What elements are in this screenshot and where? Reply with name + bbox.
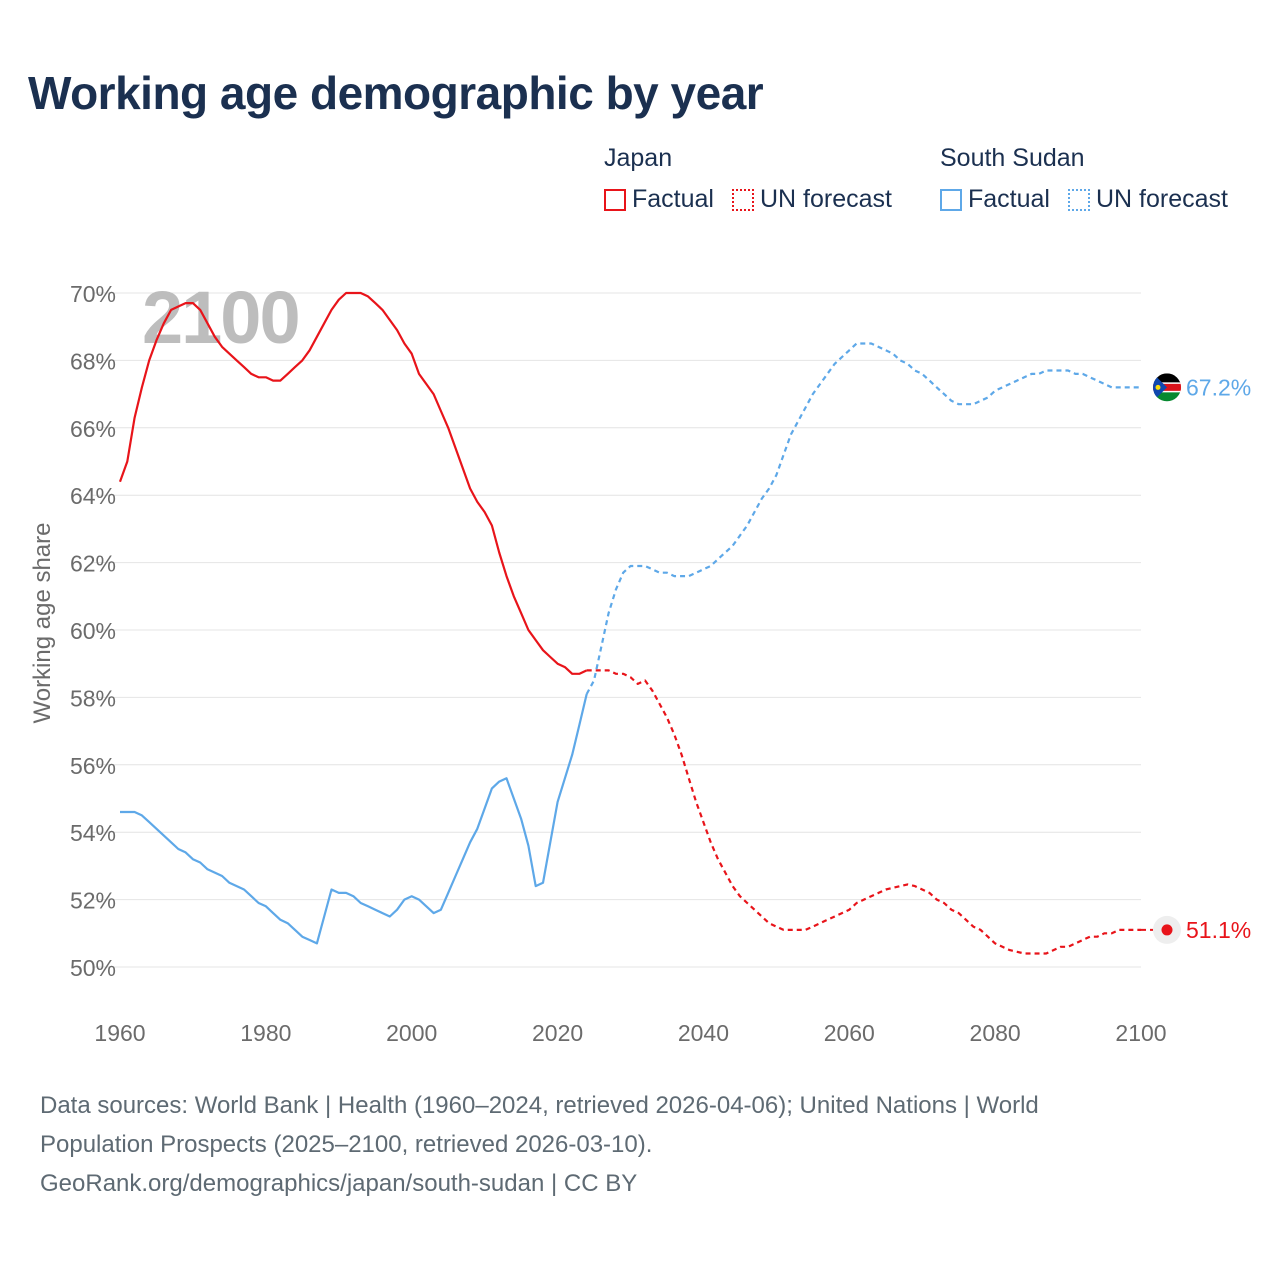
y-tick-label: 64% xyxy=(70,483,116,509)
flag-stripe-black xyxy=(1153,373,1181,383)
y-tick-label: 54% xyxy=(70,820,116,846)
line-chart: 50% 52% 54% 56% 58% 60% 62% 64% 66% 68% 70% 1960 198… xyxy=(29,276,1251,1046)
legend-country-south-sudan: South Sudan xyxy=(940,144,1085,172)
legend-japan-factual[interactable]: Factual xyxy=(604,185,714,214)
legend-swatch-dotted-icon xyxy=(731,188,754,211)
x-tick-label: 2100 xyxy=(1115,1020,1166,1046)
legend-swatch-solid-icon xyxy=(604,188,626,211)
legend-south-sudan-factual[interactable]: Factual xyxy=(940,185,1050,214)
flag-fimbriation-bottom xyxy=(1153,390,1181,393)
legend-group-japan: Japan Factual UN forecast xyxy=(604,144,910,214)
legend-south-sudan-forecast[interactable]: UN forecast xyxy=(1067,185,1228,214)
y-tick-label: 66% xyxy=(70,416,116,442)
south-sudan-flag-icon xyxy=(1153,373,1181,402)
y-axis-label: Working age share xyxy=(29,523,56,724)
y-tick-label: 68% xyxy=(70,348,116,374)
flag-star xyxy=(1155,384,1161,390)
end-label-south-sudan: 67.2% xyxy=(1186,374,1251,400)
series-line-japan-forecast xyxy=(586,669,1141,955)
series-line-japan-factual xyxy=(118,291,588,675)
legend-label: UN forecast xyxy=(759,185,892,213)
y-tick-label: 50% xyxy=(70,955,116,981)
legend-japan-forecast[interactable]: UN forecast xyxy=(731,185,892,214)
series-line-south-sudan-forecast xyxy=(585,342,1141,695)
end-label-japan: 51.1% xyxy=(1186,917,1251,943)
flag-fimbriation-top xyxy=(1153,382,1181,384)
y-tick-label: 62% xyxy=(70,551,116,577)
y-tick-label: 58% xyxy=(70,685,116,711)
y-tick-label: 52% xyxy=(70,888,116,914)
x-tick-label: 2060 xyxy=(824,1020,875,1046)
chart-title: Working age demographic by year xyxy=(28,67,764,119)
sources-line-3: GeoRank.org/demographics/japan/south-sud… xyxy=(40,1170,638,1197)
series-line-south-sudan-factual xyxy=(120,693,588,945)
legend-label: Factual xyxy=(968,185,1050,213)
y-tick-label: 70% xyxy=(70,281,116,307)
x-tick-label: 2080 xyxy=(970,1020,1021,1046)
legend-label: UN forecast xyxy=(1095,185,1228,213)
x-tick-label: 2040 xyxy=(678,1020,729,1046)
sources-line-1: Data sources: World Bank | Health (1960–… xyxy=(40,1092,1039,1119)
year-watermark: 2100 xyxy=(142,276,299,359)
x-tick-label: 1960 xyxy=(94,1020,145,1046)
x-tick-label: 2000 xyxy=(386,1020,437,1046)
japan-flag-sun xyxy=(1161,924,1173,936)
legend-swatch-solid-icon xyxy=(940,188,962,211)
x-tick-label: 1980 xyxy=(240,1020,291,1046)
x-tick-label: 2020 xyxy=(532,1020,583,1046)
legend-swatch-dotted-icon xyxy=(1067,188,1090,211)
flag-stripe-green xyxy=(1153,392,1181,402)
y-tick-label: 60% xyxy=(70,618,116,644)
y-tick-label: 56% xyxy=(70,753,116,779)
legend-label: Factual xyxy=(632,185,714,213)
legend-country-japan: Japan xyxy=(604,144,673,172)
legend-group-south-sudan: South Sudan Factual UN forecast xyxy=(940,144,1246,214)
sources-line-2: Population Prospects (2025–2100, retriev… xyxy=(40,1131,653,1158)
data-sources-note: Data sources: World Bank | Health (1960–… xyxy=(40,1086,1170,1203)
